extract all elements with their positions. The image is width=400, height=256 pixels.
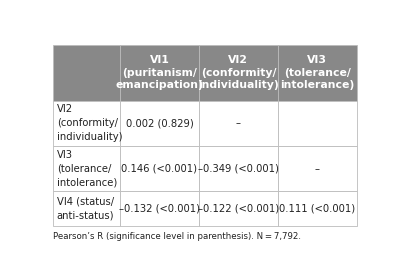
Text: –0.349 (<0.001): –0.349 (<0.001) (198, 164, 279, 174)
Text: Pearson’s R (significance level in parenthesis). N = 7,792.: Pearson’s R (significance level in paren… (53, 232, 301, 241)
Bar (278, 191, 357, 226)
Text: VI3
(tolerance/
intolerance): VI3 (tolerance/ intolerance) (57, 150, 117, 188)
Text: –: – (236, 118, 241, 128)
Text: 0.111 (<0.001): 0.111 (<0.001) (279, 204, 356, 214)
Bar (53, 146, 120, 191)
Bar (199, 45, 278, 101)
Bar (53, 45, 120, 101)
Bar (120, 45, 199, 101)
Bar (53, 101, 120, 146)
Text: VI4 (status/
anti-status): VI4 (status/ anti-status) (57, 197, 114, 221)
Bar (199, 191, 278, 226)
Text: VI2
(conformity/
individuality): VI2 (conformity/ individuality) (198, 55, 279, 90)
Text: –: – (315, 164, 320, 174)
Bar (278, 45, 357, 101)
Text: –0.132 (<0.001): –0.132 (<0.001) (119, 204, 200, 214)
Text: VI3
(tolerance/
intolerance): VI3 (tolerance/ intolerance) (280, 55, 354, 90)
Text: –0.122 (<0.001): –0.122 (<0.001) (198, 204, 279, 214)
Bar (278, 146, 357, 191)
Bar (199, 101, 278, 146)
Bar (278, 101, 357, 146)
Text: 0.146 (<0.001): 0.146 (<0.001) (122, 164, 198, 174)
Bar (120, 146, 199, 191)
Text: 0.002 (0.829): 0.002 (0.829) (126, 118, 193, 128)
Text: VI2
(conformity/
individuality): VI2 (conformity/ individuality) (57, 104, 122, 142)
Text: VI1
(puritanism/
emancipation): VI1 (puritanism/ emancipation) (116, 55, 203, 90)
Bar (53, 191, 120, 226)
Bar (199, 146, 278, 191)
Bar (120, 191, 199, 226)
Bar (120, 101, 199, 146)
